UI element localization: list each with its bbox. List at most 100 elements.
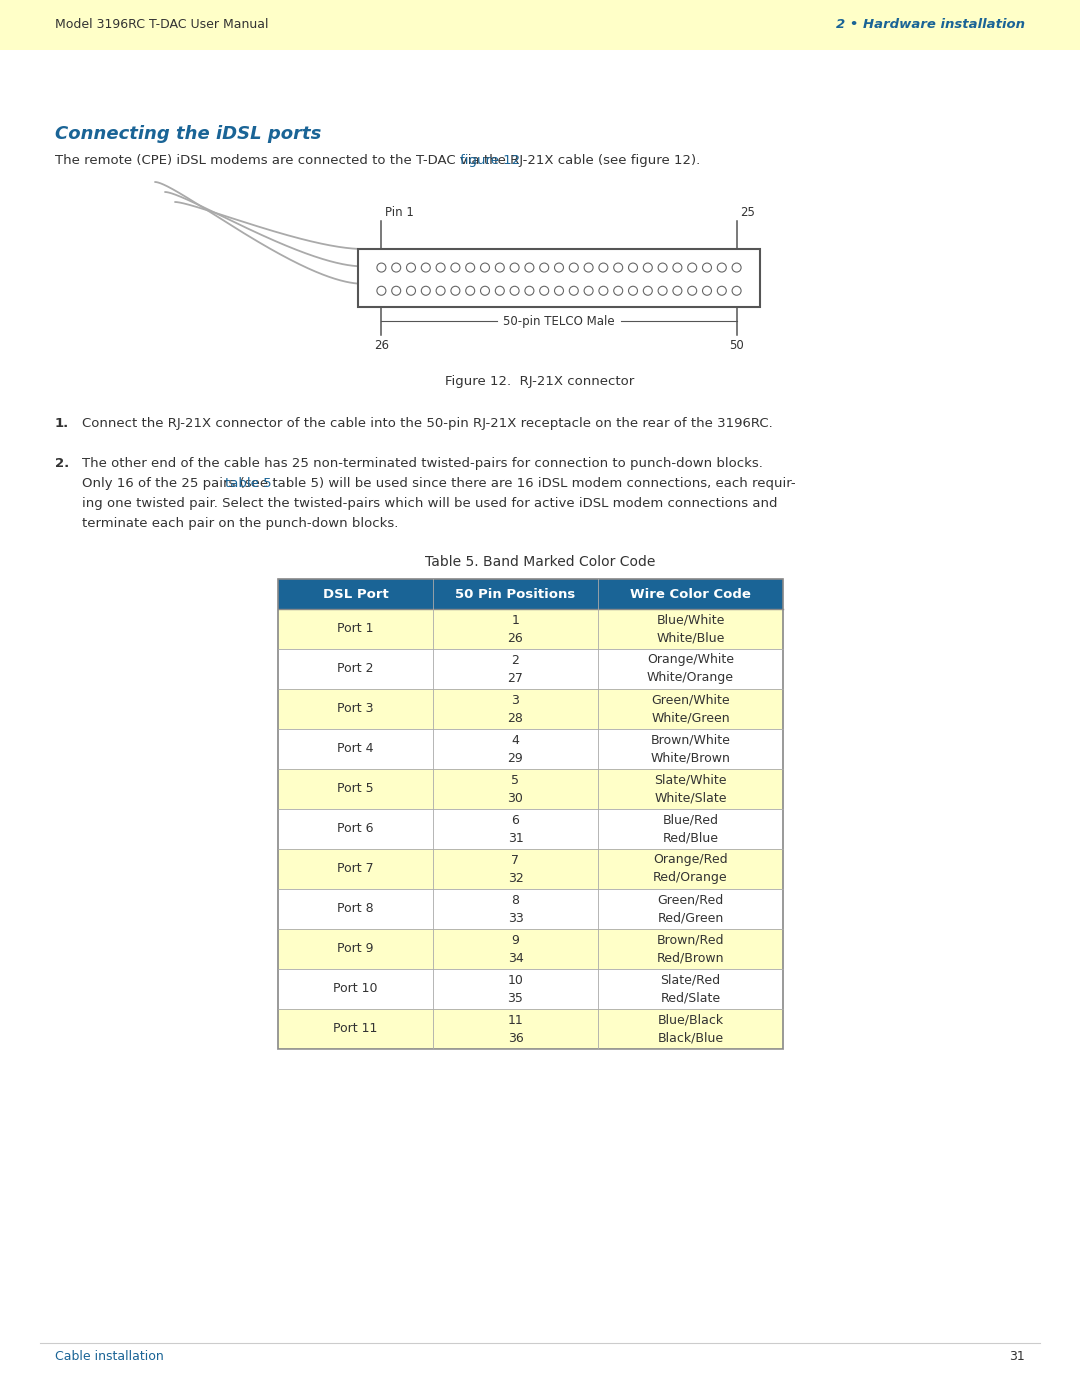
Circle shape xyxy=(481,263,489,272)
Text: Port 9: Port 9 xyxy=(337,943,374,956)
Text: Pin 1: Pin 1 xyxy=(386,205,415,219)
Text: 50 Pin Positions: 50 Pin Positions xyxy=(456,588,576,601)
Text: 6: 6 xyxy=(512,813,519,827)
Circle shape xyxy=(629,263,637,272)
Circle shape xyxy=(392,263,401,272)
Text: White/Green: White/Green xyxy=(651,711,730,725)
Circle shape xyxy=(644,286,652,295)
Text: The other end of the cable has 25 non-terminated twisted-pairs for connection to: The other end of the cable has 25 non-te… xyxy=(82,457,762,469)
Text: 32: 32 xyxy=(508,872,524,884)
Circle shape xyxy=(584,263,593,272)
Text: Blue/Red: Blue/Red xyxy=(662,813,718,827)
Circle shape xyxy=(406,286,416,295)
Circle shape xyxy=(540,263,549,272)
Circle shape xyxy=(584,286,593,295)
Circle shape xyxy=(599,286,608,295)
Bar xyxy=(278,578,783,1049)
Circle shape xyxy=(377,263,386,272)
Text: Connect the RJ-21X connector of the cable into the 50-pin RJ-21X receptacle on t: Connect the RJ-21X connector of the cabl… xyxy=(82,416,773,430)
Circle shape xyxy=(613,263,623,272)
Circle shape xyxy=(554,286,564,295)
Circle shape xyxy=(717,286,727,295)
Bar xyxy=(357,249,760,307)
Text: Port 6: Port 6 xyxy=(337,823,374,835)
Text: Port 7: Port 7 xyxy=(337,862,374,876)
Text: White/Brown: White/Brown xyxy=(650,752,730,764)
Text: 25: 25 xyxy=(741,205,756,219)
Text: Red/Blue: Red/Blue xyxy=(662,831,718,845)
Bar xyxy=(278,1009,783,1049)
Text: 28: 28 xyxy=(508,711,524,725)
Text: 1: 1 xyxy=(512,613,519,626)
Circle shape xyxy=(599,263,608,272)
Text: 50-pin TELCO Male: 50-pin TELCO Male xyxy=(503,314,615,327)
Circle shape xyxy=(540,286,549,295)
Circle shape xyxy=(717,263,727,272)
Circle shape xyxy=(732,286,741,295)
Text: 33: 33 xyxy=(508,911,524,925)
Text: Connecting the iDSL ports: Connecting the iDSL ports xyxy=(55,124,322,142)
Text: White/Orange: White/Orange xyxy=(647,672,734,685)
Text: Table 5. Band Marked Color Code: Table 5. Band Marked Color Code xyxy=(424,555,656,569)
Circle shape xyxy=(421,263,430,272)
Text: 4: 4 xyxy=(512,733,519,746)
Circle shape xyxy=(406,263,416,272)
Circle shape xyxy=(702,286,712,295)
Bar xyxy=(278,929,783,970)
Bar xyxy=(278,689,783,729)
Bar xyxy=(278,578,783,609)
Circle shape xyxy=(436,263,445,272)
Circle shape xyxy=(525,286,534,295)
Circle shape xyxy=(732,263,741,272)
Text: Slate/Red: Slate/Red xyxy=(661,974,720,986)
Circle shape xyxy=(644,263,652,272)
Text: 26: 26 xyxy=(374,339,389,352)
Text: ing one twisted pair. Select the twisted-pairs which will be used for active iDS: ing one twisted pair. Select the twisted… xyxy=(82,497,778,510)
Text: 50: 50 xyxy=(729,339,744,352)
Text: 31: 31 xyxy=(508,831,524,845)
Circle shape xyxy=(569,286,578,295)
Text: 31: 31 xyxy=(1009,1351,1025,1363)
Text: Orange/Red: Orange/Red xyxy=(653,854,728,866)
Circle shape xyxy=(629,286,637,295)
Circle shape xyxy=(525,263,534,272)
Text: 27: 27 xyxy=(508,672,524,685)
Circle shape xyxy=(377,286,386,295)
Text: Port 11: Port 11 xyxy=(334,1023,378,1035)
Circle shape xyxy=(392,286,401,295)
Circle shape xyxy=(688,263,697,272)
Text: 10: 10 xyxy=(508,974,524,986)
Circle shape xyxy=(554,263,564,272)
Text: 9: 9 xyxy=(512,933,519,947)
Circle shape xyxy=(465,263,475,272)
Text: White/Slate: White/Slate xyxy=(654,792,727,805)
Text: Slate/White: Slate/White xyxy=(654,774,727,787)
Text: The remote (CPE) iDSL modems are connected to the T-DAC via the RJ-21X cable (se: The remote (CPE) iDSL modems are connect… xyxy=(55,154,700,168)
Text: 2.: 2. xyxy=(55,457,69,469)
Text: Red/Brown: Red/Brown xyxy=(657,951,725,964)
Text: Orange/White: Orange/White xyxy=(647,654,734,666)
Circle shape xyxy=(673,286,681,295)
Text: Port 3: Port 3 xyxy=(337,703,374,715)
Bar xyxy=(278,970,783,1009)
Text: Port 5: Port 5 xyxy=(337,782,374,795)
Text: 2: 2 xyxy=(512,654,519,666)
Text: 36: 36 xyxy=(508,1031,524,1045)
Text: DSL Port: DSL Port xyxy=(323,588,389,601)
Text: 26: 26 xyxy=(508,631,524,644)
Circle shape xyxy=(451,263,460,272)
Text: Port 8: Port 8 xyxy=(337,902,374,915)
Circle shape xyxy=(613,286,623,295)
Text: 35: 35 xyxy=(508,992,524,1004)
Text: Cable installation: Cable installation xyxy=(55,1351,164,1363)
Bar xyxy=(278,849,783,888)
Bar xyxy=(0,0,1080,50)
Circle shape xyxy=(496,263,504,272)
Circle shape xyxy=(421,286,430,295)
Circle shape xyxy=(451,286,460,295)
Bar xyxy=(278,768,783,809)
Bar xyxy=(278,609,783,650)
Text: Red/Green: Red/Green xyxy=(658,911,724,925)
Text: White/Blue: White/Blue xyxy=(657,631,725,644)
Text: 2 • Hardware installation: 2 • Hardware installation xyxy=(836,18,1025,32)
